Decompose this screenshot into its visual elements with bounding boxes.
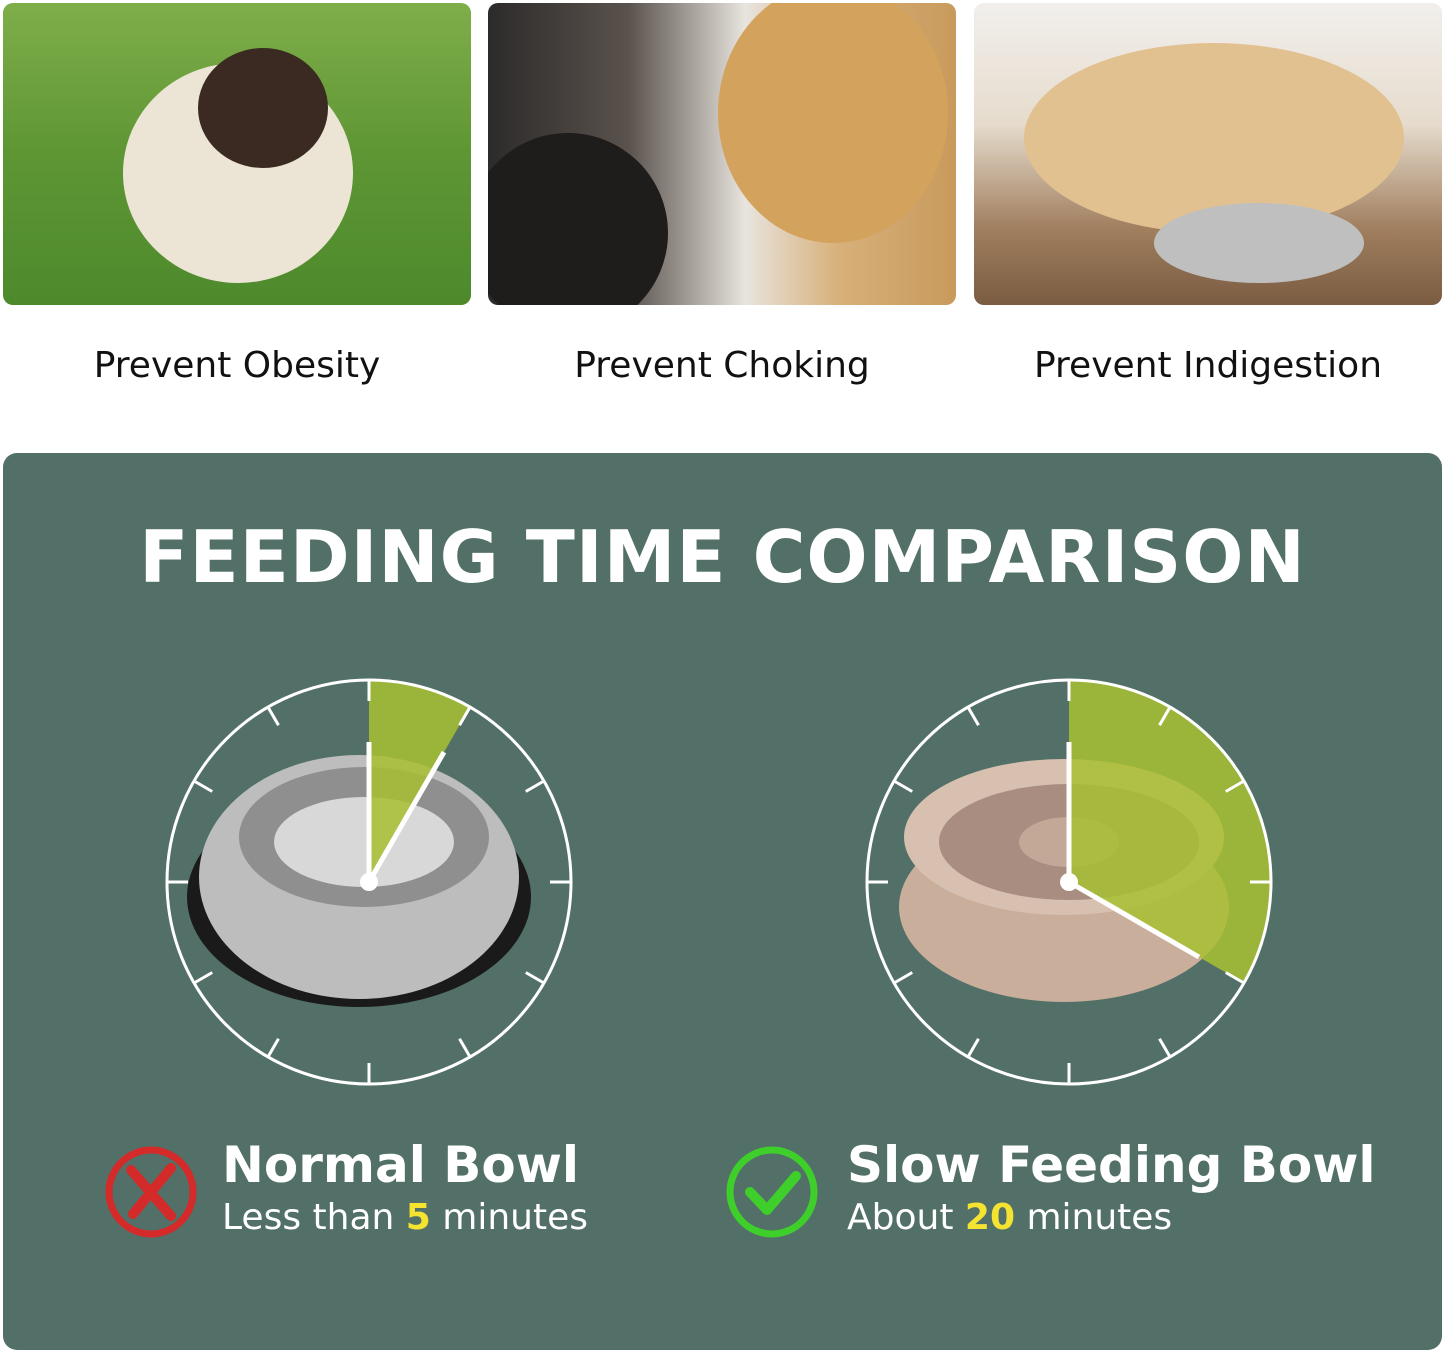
dial-tick: [1225, 779, 1246, 793]
dial-tick: [892, 971, 913, 985]
dial-tick: [525, 779, 546, 793]
dial-tick: [458, 705, 472, 726]
dial-tick: [1225, 971, 1246, 985]
elapsed-time-sector: [369, 679, 471, 882]
slow-bowl-time: About 20 minutes: [847, 1197, 1173, 1238]
dial-tick: [892, 779, 913, 793]
dial-tick: [1158, 1038, 1172, 1059]
dial-tick: [192, 779, 213, 793]
comparison-title: FEEDING TIME COMPARISON: [139, 515, 1306, 599]
dial-tick: [966, 1038, 980, 1059]
dial-tick: [966, 705, 980, 726]
dial-center: [1060, 873, 1078, 891]
benefit-label: Prevent Obesity: [93, 345, 381, 386]
dial-tick: [266, 1038, 280, 1059]
labrador-photo: [974, 3, 1442, 305]
dial-hand: [366, 750, 447, 884]
dial-tick: [458, 1038, 472, 1059]
normal-bowl-dial: [165, 678, 573, 1086]
dial-tick: [1158, 705, 1172, 726]
red-x-circle-icon: [105, 1146, 197, 1238]
benefit-label: Prevent Choking: [574, 345, 870, 386]
green-check-circle-icon: [726, 1146, 818, 1238]
benefit-label: Prevent Indigestion: [1033, 345, 1383, 386]
normal-bowl-label: Normal Bowl Less than 5 minutes: [222, 1135, 588, 1241]
dial-hand: [1067, 879, 1201, 960]
slow-bowl-name: Slow Feeding Bowl: [847, 1136, 1376, 1194]
pug-photo: [3, 3, 471, 305]
dial-tick: [192, 971, 213, 985]
dial-center: [360, 873, 378, 891]
slow-feeding-bowl-dial: [865, 678, 1273, 1086]
dial-tick: [525, 971, 546, 985]
steel-bowl: [274, 797, 454, 887]
normal-bowl-time: Less than 5 minutes: [222, 1197, 589, 1238]
golden-retriever-photo: [488, 3, 956, 305]
normal-bowl-name: Normal Bowl: [222, 1136, 580, 1194]
dial-tick: [266, 705, 280, 726]
elapsed-time-sector: [1069, 679, 1272, 984]
slow-bowl-label: Slow Feeding Bowl About 20 minutes: [847, 1135, 1376, 1241]
